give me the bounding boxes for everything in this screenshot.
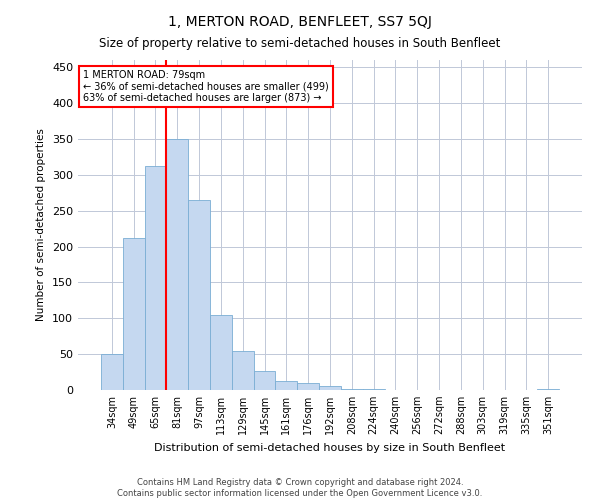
Bar: [297, 383, 319, 390]
Bar: [188, 200, 210, 390]
Text: Contains HM Land Registry data © Crown copyright and database right 2024.
Contai: Contains HM Land Registry data © Crown c…: [118, 478, 482, 498]
Bar: [537, 388, 559, 390]
Text: 1 MERTON ROAD: 79sqm
← 36% of semi-detached houses are smaller (499)
63% of semi: 1 MERTON ROAD: 79sqm ← 36% of semi-detac…: [83, 70, 329, 103]
Text: 1, MERTON ROAD, BENFLEET, SS7 5QJ: 1, MERTON ROAD, BENFLEET, SS7 5QJ: [168, 15, 432, 29]
Bar: [123, 238, 145, 390]
Bar: [166, 139, 188, 390]
Y-axis label: Number of semi-detached properties: Number of semi-detached properties: [37, 128, 46, 322]
Bar: [254, 370, 275, 390]
Bar: [101, 354, 123, 390]
Text: Size of property relative to semi-detached houses in South Benfleet: Size of property relative to semi-detach…: [100, 38, 500, 51]
X-axis label: Distribution of semi-detached houses by size in South Benfleet: Distribution of semi-detached houses by …: [154, 442, 506, 452]
Bar: [232, 350, 254, 390]
Bar: [319, 386, 341, 390]
Bar: [275, 382, 297, 390]
Bar: [210, 314, 232, 390]
Bar: [145, 166, 166, 390]
